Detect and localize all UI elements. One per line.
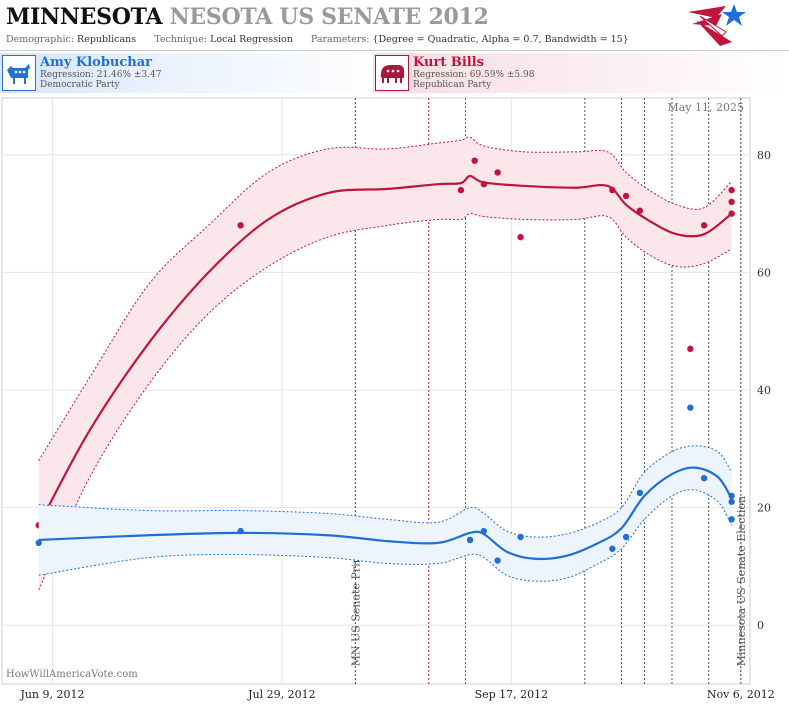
regression-line bbox=[37, 174, 733, 526]
x-tick-label: Jul 29, 2012 bbox=[247, 688, 316, 701]
chart-date-label: May 11, 2025 bbox=[667, 101, 744, 114]
title-race: NESOTA US SENATE 2012 bbox=[169, 4, 489, 30]
data-point bbox=[728, 198, 735, 206]
chart-area: MN US Senate Primary Minnesota US Senate … bbox=[1, 97, 775, 701]
x-tick-label: Jun 9, 2012 bbox=[19, 688, 84, 701]
data-point bbox=[609, 186, 616, 194]
data-point bbox=[622, 533, 630, 541]
data-point bbox=[728, 492, 735, 500]
data-point bbox=[700, 475, 708, 482]
data-point bbox=[494, 169, 501, 176]
y-tick-label: 20 bbox=[757, 502, 771, 515]
candidate-panel-rep: Kurt Bills Regression: 69.59% ±5.98 Repu… bbox=[373, 53, 789, 93]
data-point bbox=[457, 186, 465, 194]
data-point bbox=[687, 404, 694, 411]
data-point bbox=[480, 527, 488, 535]
confidence-band bbox=[38, 136, 732, 590]
data-point bbox=[687, 345, 694, 353]
data-point bbox=[480, 181, 488, 188]
data-point bbox=[728, 516, 735, 523]
data-point bbox=[728, 498, 735, 505]
band-upper-line bbox=[38, 136, 732, 461]
technique-label: Technique: bbox=[154, 34, 208, 45]
y-tick-label: 60 bbox=[757, 266, 771, 279]
x-tick-label: Nov 6, 2012 bbox=[707, 688, 775, 701]
donkey-icon bbox=[2, 55, 36, 91]
data-point bbox=[517, 233, 524, 241]
regression-line bbox=[38, 466, 733, 561]
event-label: Minnesota US Senate Election bbox=[735, 496, 748, 666]
data-point bbox=[636, 207, 644, 214]
data-point bbox=[471, 157, 478, 164]
demographic-value: Republicans bbox=[77, 34, 137, 45]
parameters-value: {Degree = Quadratic, Alpha = 0.7, Bandwi… bbox=[372, 34, 629, 45]
technique-value: Local Regression bbox=[210, 34, 293, 45]
data-point bbox=[609, 545, 616, 552]
band-upper-line bbox=[38, 445, 733, 538]
data-point bbox=[728, 210, 735, 217]
dem-regression: Regression: 21.46% ±3.47 bbox=[40, 70, 162, 80]
data-point bbox=[237, 527, 244, 535]
data-point bbox=[494, 557, 501, 564]
y-tick-label: 0 bbox=[757, 619, 764, 632]
dem-candidate-name: Amy Klobuchar bbox=[40, 55, 153, 70]
event-label: MN US Senate Primary bbox=[349, 534, 362, 666]
elephant-icon bbox=[375, 55, 409, 91]
page-title: MINNESOTA NESOTA US SENATE 2012 bbox=[6, 4, 489, 30]
dem-party: Democratic Party bbox=[40, 80, 120, 90]
confidence-band bbox=[38, 445, 732, 582]
data-point bbox=[237, 222, 244, 229]
title-state: MINNESOTA bbox=[6, 4, 163, 30]
candidate-panel-dem: Amy Klobuchar Regression: 21.46% ±3.47 D… bbox=[0, 53, 395, 93]
band-lower-line bbox=[38, 213, 732, 591]
data-point bbox=[728, 186, 735, 194]
y-tick-label: 80 bbox=[757, 149, 771, 162]
demographic-label: Demographic: bbox=[6, 34, 75, 45]
y-tick-label: 40 bbox=[757, 384, 771, 397]
data-point bbox=[466, 536, 474, 544]
data-point bbox=[517, 533, 524, 541]
chart-parameters: Demographic: Republicans Technique: Loca… bbox=[6, 34, 629, 45]
data-point bbox=[622, 192, 630, 200]
data-point bbox=[35, 539, 42, 547]
data-point bbox=[700, 222, 708, 229]
data-point bbox=[636, 489, 644, 497]
rep-candidate-name: Kurt Bills bbox=[413, 55, 484, 70]
site-logo-icon[interactable] bbox=[686, 2, 748, 48]
page-header: MINNESOTA NESOTA US SENATE 2012 Demograp… bbox=[0, 0, 789, 50]
x-tick-label: Sep 17, 2012 bbox=[475, 688, 549, 701]
parameters-label: Parameters: bbox=[310, 34, 370, 45]
site-watermark: HowWillAmericaVote.com bbox=[6, 669, 138, 680]
rep-regression: Regression: 69.59% ±5.98 bbox=[413, 70, 535, 80]
header-divider bbox=[0, 50, 789, 51]
rep-party: Republican Party bbox=[413, 80, 492, 90]
